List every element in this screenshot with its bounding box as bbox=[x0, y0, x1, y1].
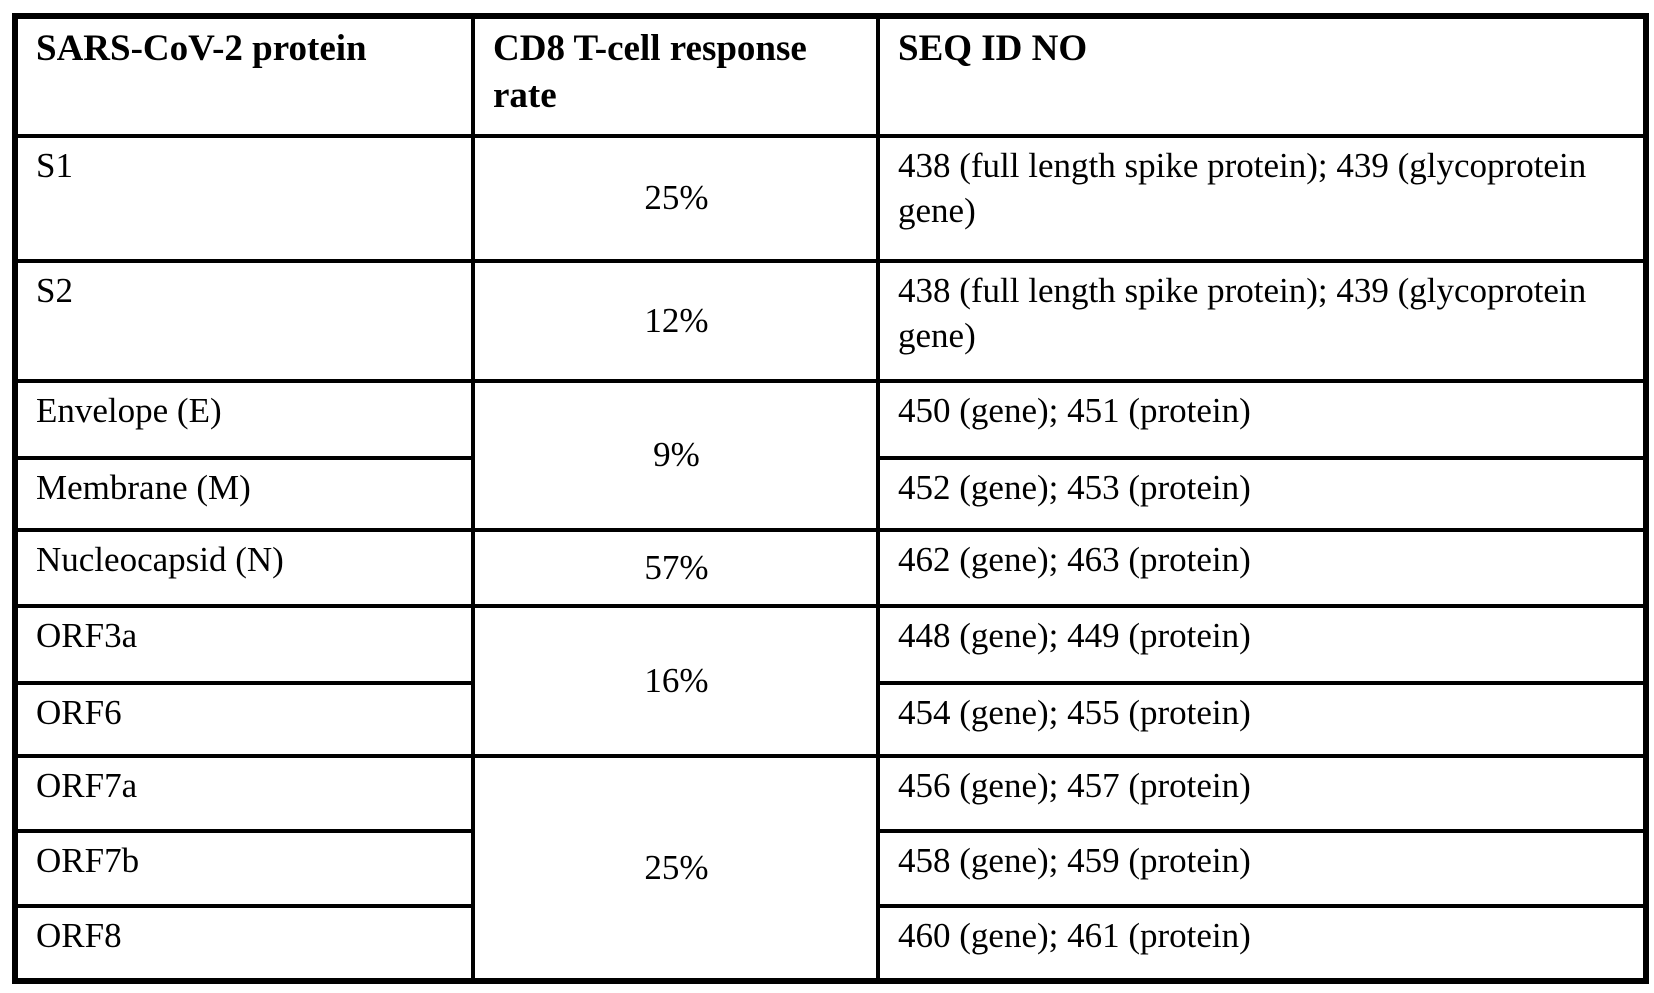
table-row-envelope: Envelope (E) 9% 450 (gene); 451 (protein… bbox=[13, 379, 1648, 532]
seq-cell: 438 (full length spike protein); 439 (gl… bbox=[876, 259, 1648, 383]
seq-cell: 452 (gene); 453 (protein) bbox=[876, 456, 1648, 532]
seq-cell: 456 (gene); 457 (protein) bbox=[876, 754, 1648, 833]
table-row-orf7b: ORF7b 458 (gene); 459 (protein) bbox=[13, 829, 1648, 908]
table-row-orf8: ORF8 460 (gene); 461 (protein) bbox=[13, 904, 1648, 983]
protein-cell: ORF7a bbox=[13, 754, 475, 833]
protein-cell: S2 bbox=[13, 259, 475, 383]
seq-cell: 448 (gene); 449 (protein) bbox=[876, 604, 1648, 685]
table-row-s1: S1 25% 438 (full length spike protein); … bbox=[13, 134, 1648, 263]
seq-cell: 454 (gene); 455 (protein) bbox=[876, 681, 1648, 758]
seq-cell: 458 (gene); 459 (protein) bbox=[876, 829, 1648, 908]
protein-cell: ORF6 bbox=[13, 681, 475, 758]
seq-cell: 438 (full length spike protein); 439 (gl… bbox=[876, 134, 1648, 263]
table-row-orf6: ORF6 454 (gene); 455 (protein) bbox=[13, 681, 1648, 758]
seq-id-table: SARS-CoV-2 protein CD8 T-cell response r… bbox=[12, 13, 1649, 984]
protein-cell: Nucleocapsid (N) bbox=[13, 528, 475, 608]
protein-cell: ORF3a bbox=[13, 604, 475, 685]
header-row: SARS-CoV-2 protein CD8 T-cell response r… bbox=[13, 14, 1648, 138]
rate-cell-merged: 16% bbox=[471, 604, 880, 758]
protein-cell: ORF7b bbox=[13, 829, 475, 908]
rate-cell-merged: 25% bbox=[471, 754, 880, 983]
rate-cell-merged: 9% bbox=[471, 379, 880, 532]
column-header-protein: SARS-CoV-2 protein bbox=[13, 14, 475, 138]
protein-cell: S1 bbox=[13, 134, 475, 263]
seq-cell: 460 (gene); 461 (protein) bbox=[876, 904, 1648, 983]
column-header-seq-id: SEQ ID NO bbox=[876, 14, 1648, 138]
protein-cell: Envelope (E) bbox=[13, 379, 475, 460]
column-header-response-rate: CD8 T-cell response rate bbox=[471, 14, 880, 138]
seq-cell: 462 (gene); 463 (protein) bbox=[876, 528, 1648, 608]
seq-cell: 450 (gene); 451 (protein) bbox=[876, 379, 1648, 460]
table-row-s2: S2 12% 438 (full length spike protein); … bbox=[13, 259, 1648, 383]
protein-cell: Membrane (M) bbox=[13, 456, 475, 532]
rate-cell: 12% bbox=[471, 259, 880, 383]
table-row-membrane: Membrane (M) 452 (gene); 453 (protein) bbox=[13, 456, 1648, 532]
table-row-orf7a: ORF7a 25% 456 (gene); 457 (protein) bbox=[13, 754, 1648, 983]
table-row-nucleocapsid: Nucleocapsid (N) 57% 462 (gene); 463 (pr… bbox=[13, 528, 1648, 608]
table-row-orf3a: ORF3a 16% 448 (gene); 449 (protein) bbox=[13, 604, 1648, 758]
rate-cell: 57% bbox=[471, 528, 880, 608]
rate-cell: 25% bbox=[471, 134, 880, 263]
protein-cell: ORF8 bbox=[13, 904, 475, 983]
